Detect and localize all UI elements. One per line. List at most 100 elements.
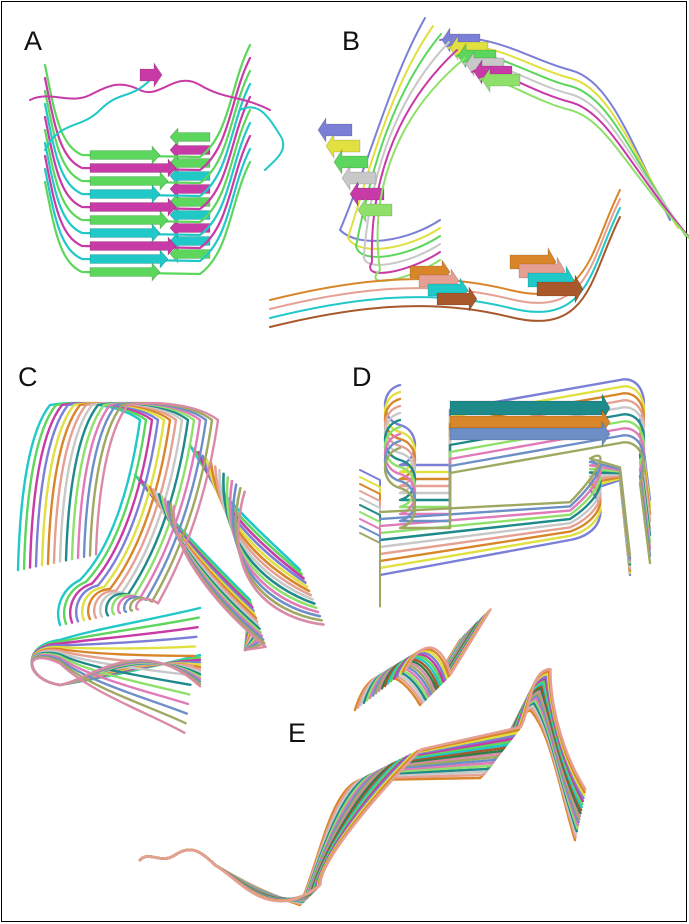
beta-strand-arrow (89, 197, 177, 217)
beta-strand-arrow (449, 421, 611, 447)
panel-label-b: B (342, 26, 361, 56)
backbone-strand (401, 610, 490, 678)
backbone-strand (88, 402, 214, 612)
backbone-strand (378, 454, 632, 558)
backbone-strand (398, 611, 489, 680)
backbone-strand (359, 497, 381, 590)
backbone-strand (234, 486, 323, 622)
panel-label-c: C (18, 362, 38, 392)
beta-strand-arrow (449, 392, 611, 424)
backbone-strand (479, 77, 689, 240)
backbone-strand (269, 198, 621, 310)
backbone-strand (383, 441, 652, 565)
beta-strand-arrow (317, 117, 353, 143)
backbone-strand (392, 615, 485, 683)
backbone-strand (378, 471, 632, 566)
backbone-strand (378, 473, 632, 568)
backbone-strand (378, 467, 632, 564)
beta-strand-arrow (89, 184, 161, 204)
backbone-strand (43, 160, 252, 276)
backbone-strand (347, 25, 441, 250)
backbone-strand (43, 121, 252, 237)
backbone-strand (43, 108, 252, 224)
beta-strand-arrow (341, 165, 377, 191)
backbone-strand (447, 45, 679, 229)
backbone-strand (359, 532, 381, 608)
backbone-strand (28, 402, 154, 624)
backbone-strand (43, 56, 252, 172)
backbone-strand (359, 504, 381, 594)
backbone-strand (383, 620, 480, 689)
backbone-strand (218, 468, 314, 601)
backbone-strand (231, 483, 322, 618)
beta-strand-arrow (89, 249, 169, 269)
backbone-strand (205, 458, 309, 589)
backbone-strand (222, 472, 316, 605)
loop-strand (29, 79, 271, 111)
panel-e: E (0, 608, 689, 924)
backbone-strand (209, 461, 311, 593)
backbone-strand (439, 37, 671, 221)
panel-a: A (0, 0, 330, 330)
backbone-strand (378, 459, 632, 560)
backbone-strand (463, 61, 689, 240)
panel-label-e: E (288, 718, 307, 748)
panel-label-a: A (24, 26, 43, 56)
backbone-strand (355, 33, 442, 258)
beta-strand-arrow (481, 67, 521, 93)
panel-b-structure (269, 17, 689, 328)
backbone-strand (94, 402, 220, 611)
beta-strand-arrow (89, 262, 161, 282)
panel-d: D (340, 350, 689, 610)
panel-label-d: D (352, 362, 372, 392)
backbone-strand (225, 476, 318, 610)
backbone-strand (46, 402, 172, 621)
backbone-strand (16, 402, 142, 627)
panel-d-structure (359, 378, 652, 608)
beta-strand-arrow (536, 273, 584, 305)
backbone-strand (269, 207, 621, 319)
backbone-strand (374, 57, 466, 282)
backbone-strand (43, 69, 252, 185)
backbone-strand (386, 619, 481, 687)
backbone-strand (22, 402, 148, 625)
backbone-strand (40, 402, 166, 622)
backbone-strand (213, 465, 313, 597)
backbone-strand (34, 402, 160, 623)
backbone-strand (378, 463, 632, 562)
panel-b: B (269, 0, 689, 340)
beta-strand-arrow (325, 133, 361, 159)
backbone-strand (229, 479, 320, 614)
backbone-strand (43, 82, 252, 198)
backbone-strand (378, 476, 632, 572)
backbone-strand (43, 43, 252, 159)
backbone-strand (166, 500, 265, 652)
beta-strand-arrow (357, 197, 393, 223)
panel-c: C (0, 350, 340, 734)
beta-strand-arrow (139, 62, 163, 88)
backbone-strand (43, 95, 252, 211)
panel-a-structure (29, 43, 285, 282)
backbone-strand (395, 613, 487, 681)
backbone-strand (52, 402, 178, 619)
backbone-strand (383, 434, 652, 558)
beta-strand-arrow (89, 236, 177, 256)
backbone-strand (269, 216, 621, 328)
loop-strand (44, 79, 151, 151)
beta-strand-arrow (436, 286, 478, 312)
backbone-strand (169, 502, 266, 652)
backbone-strand (43, 134, 252, 250)
beta-strand-arrow (89, 223, 161, 243)
backbone-strand (236, 490, 325, 626)
backbone-strand (30, 656, 202, 734)
backbone-strand (43, 147, 252, 263)
backbone-strand (172, 505, 267, 652)
backbone-strand (362, 41, 450, 266)
backbone-strand (138, 667, 587, 903)
backbone-strand (269, 189, 621, 301)
backbone-strand (404, 608, 492, 676)
beta-strand-arrow (333, 149, 369, 175)
backbone-strand (339, 17, 441, 242)
